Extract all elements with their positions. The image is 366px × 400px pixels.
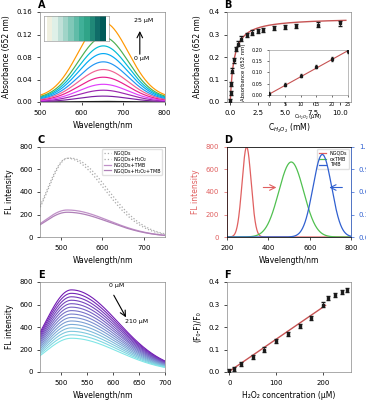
X-axis label: Wavelength/nm: Wavelength/nm: [72, 256, 132, 265]
Text: 0 μM: 0 μM: [134, 56, 149, 61]
Text: 25 μM: 25 μM: [134, 18, 153, 23]
X-axis label: C$_{H_2O_2}$ (mM): C$_{H_2O_2}$ (mM): [268, 121, 310, 135]
X-axis label: Wavelength/nm: Wavelength/nm: [72, 121, 132, 130]
Text: B: B: [224, 0, 232, 10]
Text: A: A: [38, 0, 45, 10]
Y-axis label: FL intensity: FL intensity: [4, 305, 14, 349]
X-axis label: Wavelength/nm: Wavelength/nm: [259, 256, 319, 265]
X-axis label: H₂O₂ concentration (μM): H₂O₂ concentration (μM): [242, 391, 336, 400]
Legend: NGQDs, oxTMB, TMB: NGQDs, oxTMB, TMB: [317, 150, 349, 169]
Y-axis label: Absorbance (652 nm): Absorbance (652 nm): [2, 16, 11, 98]
Y-axis label: FL intensity: FL intensity: [4, 170, 14, 214]
Text: C: C: [38, 135, 45, 145]
Y-axis label: Absorbance (652 nm): Absorbance (652 nm): [194, 16, 202, 98]
Text: D: D: [224, 135, 232, 145]
Text: 210 μM: 210 μM: [125, 318, 148, 324]
Y-axis label: FL intensity: FL intensity: [191, 170, 200, 214]
Text: 0 μM: 0 μM: [109, 282, 124, 288]
Text: E: E: [38, 270, 44, 280]
X-axis label: Wavelength/nm: Wavelength/nm: [72, 391, 132, 400]
Text: F: F: [224, 270, 231, 280]
Legend: NGQDs, NGQDs+H₂O₂, NGQDs+TMB, NGQDs+H₂O₂+TMB: NGQDs, NGQDs+H₂O₂, NGQDs+TMB, NGQDs+H₂O₂…: [102, 150, 162, 174]
Y-axis label: (F₀-F)/F₀: (F₀-F)/F₀: [194, 312, 202, 342]
